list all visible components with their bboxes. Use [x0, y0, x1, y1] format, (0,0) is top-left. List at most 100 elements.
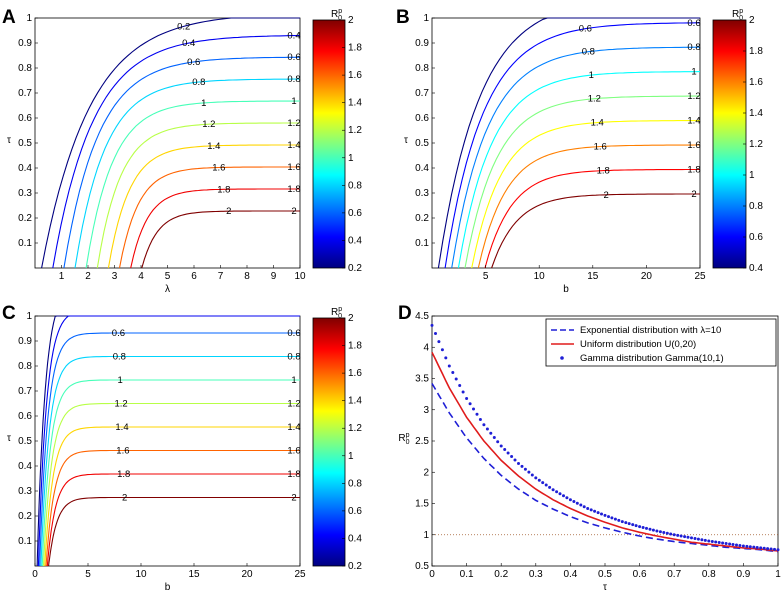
colorbar-tick-label: 2: [348, 15, 354, 26]
series-uniform-line: [431, 351, 779, 552]
colorbar-tick-label: 0.6: [749, 232, 763, 243]
panel-label-a: A: [2, 7, 16, 28]
contour-line-1.8: [484, 168, 700, 269]
panel-a: A 0.2 0.4 0.4 0.6 0.6 0.8 0.8 1 1 1.2 1.2 1.4 1.4 1.6…: [2, 7, 362, 295]
contour-label: 0.8: [113, 352, 126, 363]
contour-label: 1.4: [591, 118, 604, 129]
series-gamma-point: [520, 464, 524, 468]
contour-label: 1.2: [687, 91, 700, 102]
series-gamma-point: [593, 509, 597, 513]
x-tick-label: 5: [483, 271, 489, 282]
colorbar-tick-label: 1.2: [348, 423, 362, 434]
contour-label: 2: [604, 190, 609, 201]
y-tick-label: 0.1: [18, 238, 32, 249]
colorbar-tick-label: 1.2: [348, 125, 362, 136]
colorbar-title-sup: p: [338, 8, 342, 15]
series-gamma-point: [485, 427, 489, 431]
series-gamma-point: [548, 485, 552, 489]
y-tick-label: 0.9: [18, 38, 32, 49]
series-gamma-point: [555, 490, 559, 494]
series-gamma-point: [627, 522, 631, 526]
series-gamma-point: [437, 340, 441, 344]
series-gamma-point: [530, 473, 534, 477]
colorbar-tick-label: 1.4: [348, 98, 362, 109]
series-gamma-point: [776, 548, 780, 552]
contour-label: 0.6: [287, 52, 300, 63]
contour-label: 1.6: [287, 162, 300, 173]
y-tick-label: 0.4: [18, 461, 32, 472]
series-gamma-point: [572, 500, 576, 503]
series-gamma-point: [451, 371, 455, 374]
x-tick-label: 0.6: [633, 569, 647, 580]
colorbar-tick-label: 1.8: [749, 46, 763, 57]
colorbar: [312, 317, 346, 567]
series-gamma-point: [655, 529, 659, 533]
contour-label: 0.4: [287, 31, 300, 42]
y-tick-label: 0.6: [18, 113, 32, 124]
series-gamma-point: [499, 444, 503, 448]
contour-label: 1.6: [287, 446, 300, 457]
contour-line-1.6: [45, 449, 300, 567]
contour-label: 1.6: [212, 163, 225, 174]
contour-label: 0.4: [182, 38, 195, 49]
series-gamma-point: [478, 418, 482, 421]
series-gamma-point: [745, 544, 749, 548]
colorbar-tick-label: 0.4: [348, 533, 362, 544]
contour-line-1: [41, 379, 300, 566]
y-tick-label: 0.3: [18, 188, 32, 199]
legend: [545, 318, 777, 367]
contour-label: 0.6: [579, 24, 592, 35]
series-gamma-point: [693, 537, 697, 540]
series-gamma-point: [755, 546, 759, 549]
series-gamma-point: [434, 332, 437, 335]
x-tick-label: 8: [244, 271, 250, 282]
series-gamma-point: [472, 407, 475, 411]
y-tick-label: 1: [423, 530, 429, 541]
series-gamma-point: [741, 544, 745, 548]
x-tick-label: 0: [32, 569, 38, 580]
x-tick-label: 1: [59, 271, 65, 282]
contour-line-1.2: [96, 122, 300, 269]
series-gamma-point: [617, 518, 621, 522]
x-tick-label: 15: [188, 569, 200, 580]
contour-label: 2: [122, 493, 127, 504]
contour-label: 2: [291, 493, 296, 504]
colorbar-tick-label: 0.8: [348, 478, 362, 489]
colorbar-tick-label: 0.8: [749, 201, 763, 212]
y-tick-label: 2.5: [415, 436, 429, 447]
y-tick-label: 4.5: [415, 311, 429, 322]
series-gamma-point: [648, 527, 652, 531]
series-gamma-point: [430, 323, 434, 327]
colorbar-title-sup: p: [739, 8, 743, 15]
series-gamma-point: [496, 440, 500, 444]
series-gamma-point: [489, 431, 493, 435]
x-tick-label: 1: [775, 569, 781, 580]
series-gamma-point: [686, 535, 690, 539]
colorbar-tick-label: 1.6: [348, 70, 362, 81]
y-tick-label: 0.1: [415, 238, 429, 249]
y-tick-label: 3: [423, 405, 429, 416]
contour-label: 2: [291, 206, 296, 217]
x-tick-label: 25: [694, 271, 706, 282]
contour-label: 1.8: [117, 469, 130, 480]
series-gamma-point: [610, 516, 614, 520]
x-tick-label: 0: [429, 569, 435, 580]
y-tick-label: 0.6: [415, 113, 429, 124]
axes-frame: [34, 315, 301, 567]
series-gamma-point: [475, 412, 479, 416]
series-gamma-point: [541, 481, 545, 485]
contour-label: 0.6: [687, 18, 700, 29]
series-gamma-point: [603, 513, 607, 517]
contour-line-0.6: [39, 332, 300, 566]
contour-label: 1: [201, 98, 206, 109]
y-tick-label: 1: [26, 311, 32, 322]
colorbar-tick-label: 1.4: [348, 396, 362, 407]
colorbar-title-base: R: [331, 307, 338, 318]
colorbar-title-base: R: [331, 9, 338, 20]
x-tick-label: 0.5: [598, 569, 612, 580]
series-gamma-point: [523, 467, 527, 471]
series-gamma-point: [517, 462, 520, 465]
series-gamma-point: [728, 542, 732, 546]
series-gamma-point: [669, 532, 673, 536]
series-gamma-point: [527, 470, 531, 474]
